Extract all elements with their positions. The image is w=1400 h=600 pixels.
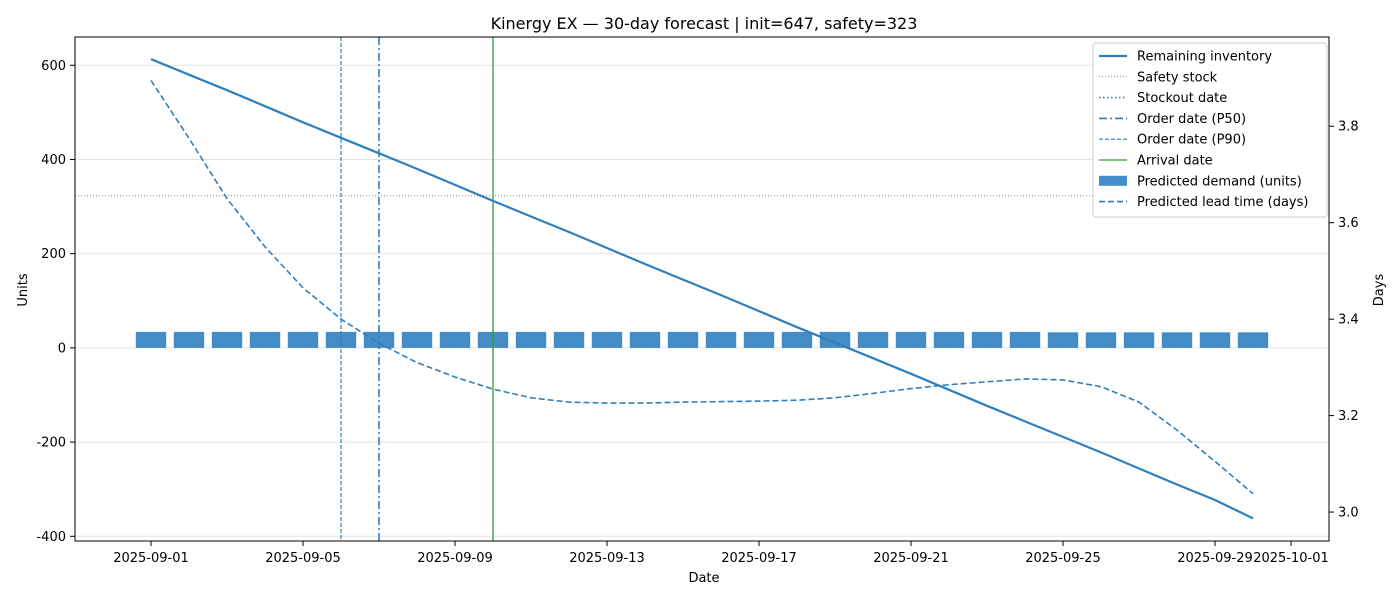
demand-bar: [629, 331, 661, 348]
demand-bar: [515, 331, 547, 348]
legend-label: Predicted lead time (days): [1137, 195, 1308, 210]
demand-bar: [135, 331, 167, 348]
y-axis-title: Units: [16, 273, 31, 306]
demand-bar: [1237, 332, 1269, 348]
legend-label: Safety stock: [1137, 70, 1218, 85]
legend-label: Order date (P90): [1137, 133, 1246, 148]
x-tick-label: 2025-09-29: [1177, 551, 1253, 566]
demand-bar: [287, 331, 319, 348]
demand-bar: [1009, 331, 1041, 348]
legend-swatch: [1099, 175, 1127, 186]
x-tick-label: 2025-09-25: [1025, 551, 1101, 566]
y-tick-label: 0: [58, 341, 66, 356]
demand-bar: [553, 331, 585, 348]
demand-bar: [781, 331, 813, 348]
demand-bar: [363, 331, 395, 348]
legend: Remaining inventory Safety stock Stockout …: [1092, 42, 1328, 218]
x-tick-label: 2025-09-05: [265, 551, 341, 566]
series-lines: [75, 37, 1329, 541]
y2-axis-title: Days: [1372, 274, 1387, 307]
demand-bar: [971, 331, 1003, 348]
x-tick-label: 2025-09-13: [569, 551, 645, 566]
y-tick-label: -200: [36, 436, 66, 451]
demand-bar: [1047, 332, 1079, 348]
demand-bar: [401, 331, 433, 348]
grid-lines: [75, 64, 1329, 537]
x-tick-label: 2025-09-21: [873, 551, 949, 566]
demand-bar: [1199, 332, 1231, 348]
y2-tick-label: 3.8: [1338, 120, 1359, 135]
demand-bar: [211, 331, 243, 348]
y2-tick-label: 3.6: [1338, 216, 1359, 231]
y2-tick-label: 3.2: [1338, 409, 1359, 424]
demand-bar: [705, 331, 737, 348]
demand-bar: [591, 331, 623, 348]
y-tick-label: -400: [36, 530, 66, 545]
legend-label: Predicted demand (units): [1137, 174, 1302, 189]
y-tick-label: 200: [41, 247, 66, 262]
legend-box: [1092, 42, 1328, 218]
x-tick-label: 2025-09-17: [721, 551, 797, 566]
x-tick-label: 2025-10-01: [1253, 551, 1329, 566]
legend-label: Arrival date: [1137, 154, 1213, 169]
chart-title: Kinergy EX — 30-day forecast | init=647,…: [491, 14, 918, 33]
y-tick-label: 600: [41, 59, 66, 74]
demand-bar: [933, 331, 965, 348]
demand-bar: [895, 331, 927, 348]
remaining-inventory-line: [150, 58, 1254, 520]
demand-bars: [135, 331, 1269, 348]
demand-bar: [667, 331, 699, 348]
y2-tick-label: 3.4: [1338, 313, 1359, 328]
lead-time-line: [150, 79, 1254, 495]
demand-bar: [173, 331, 205, 348]
legend-label: Stockout date: [1137, 91, 1227, 106]
demand-bar: [1123, 332, 1155, 348]
demand-bar: [1161, 332, 1193, 348]
x-tick-label: 2025-09-01: [113, 551, 189, 566]
demand-bar: [1085, 332, 1117, 348]
y2-tick-label: 3.0: [1338, 506, 1359, 521]
plot-frame: [74, 36, 1330, 542]
demand-bar: [249, 331, 281, 348]
legend-label: Order date (P50): [1137, 112, 1246, 127]
demand-bar: [857, 331, 889, 348]
demand-bar: [743, 331, 775, 348]
y-tick-label: 400: [41, 153, 66, 168]
legend-label: Remaining inventory: [1137, 50, 1272, 65]
demand-bar: [439, 331, 471, 348]
axis-ticks: -400 -200 0 200 400 600 3.0 3.2 3.4 3.6 3.8 2025-09…: [36, 59, 1358, 566]
x-tick-label: 2025-09-09: [417, 551, 493, 566]
x-axis-title: Date: [688, 571, 719, 586]
demand-bar: [819, 331, 851, 348]
